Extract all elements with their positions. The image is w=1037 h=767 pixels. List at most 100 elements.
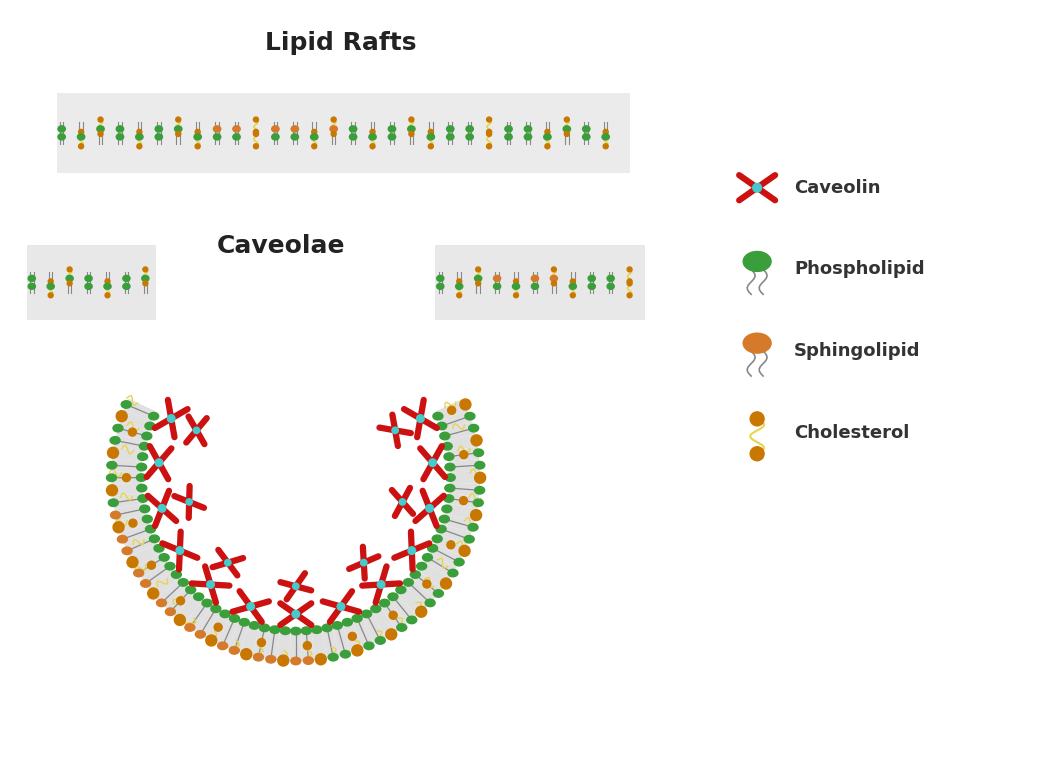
Ellipse shape	[369, 133, 376, 140]
Ellipse shape	[442, 443, 452, 450]
Ellipse shape	[122, 275, 130, 281]
Circle shape	[143, 281, 148, 286]
Ellipse shape	[447, 133, 454, 140]
Circle shape	[513, 279, 518, 284]
Polygon shape	[185, 600, 212, 631]
Polygon shape	[436, 399, 468, 421]
Ellipse shape	[304, 657, 313, 664]
Circle shape	[67, 281, 73, 286]
Polygon shape	[444, 422, 475, 441]
Circle shape	[292, 583, 299, 590]
Ellipse shape	[445, 463, 455, 471]
Circle shape	[386, 629, 397, 640]
Polygon shape	[448, 446, 479, 462]
Ellipse shape	[588, 275, 595, 281]
Circle shape	[159, 505, 166, 512]
Ellipse shape	[113, 424, 123, 432]
Circle shape	[176, 547, 184, 555]
Ellipse shape	[551, 275, 558, 281]
Ellipse shape	[108, 499, 118, 506]
Bar	[57, 93, 629, 173]
Ellipse shape	[259, 624, 270, 632]
Circle shape	[113, 522, 124, 533]
Circle shape	[107, 485, 117, 495]
Polygon shape	[397, 586, 426, 616]
Circle shape	[143, 267, 148, 272]
Ellipse shape	[375, 637, 386, 644]
Polygon shape	[252, 627, 270, 658]
Circle shape	[331, 131, 336, 137]
Circle shape	[476, 267, 480, 272]
Ellipse shape	[437, 423, 447, 430]
Circle shape	[225, 559, 231, 566]
Circle shape	[750, 446, 764, 461]
Polygon shape	[195, 606, 221, 637]
Ellipse shape	[312, 626, 321, 634]
Ellipse shape	[165, 608, 175, 615]
Ellipse shape	[437, 275, 444, 281]
Text: Caveolin: Caveolin	[794, 179, 880, 196]
Polygon shape	[301, 630, 314, 661]
Circle shape	[627, 281, 632, 286]
Ellipse shape	[249, 622, 259, 629]
Ellipse shape	[137, 484, 147, 492]
Ellipse shape	[607, 275, 614, 281]
Ellipse shape	[178, 578, 189, 586]
Circle shape	[604, 143, 608, 149]
Polygon shape	[175, 594, 203, 624]
Circle shape	[174, 614, 186, 625]
Ellipse shape	[140, 505, 149, 512]
Ellipse shape	[155, 545, 164, 552]
Ellipse shape	[475, 462, 484, 469]
Ellipse shape	[444, 495, 453, 502]
Polygon shape	[149, 571, 179, 598]
Circle shape	[257, 639, 265, 647]
Circle shape	[456, 293, 461, 298]
Ellipse shape	[505, 126, 512, 132]
Circle shape	[175, 117, 180, 122]
Circle shape	[544, 143, 550, 149]
Circle shape	[156, 459, 163, 466]
Ellipse shape	[214, 133, 221, 140]
Ellipse shape	[445, 474, 455, 482]
Circle shape	[312, 130, 316, 134]
Circle shape	[195, 143, 200, 149]
Ellipse shape	[111, 512, 120, 518]
Ellipse shape	[353, 614, 362, 622]
Circle shape	[195, 130, 200, 134]
Circle shape	[331, 117, 336, 122]
Circle shape	[129, 428, 137, 436]
Circle shape	[67, 267, 73, 272]
Text: Sphingolipid: Sphingolipid	[794, 342, 921, 360]
Polygon shape	[381, 600, 407, 631]
Ellipse shape	[142, 275, 149, 281]
Circle shape	[441, 578, 451, 589]
Circle shape	[627, 279, 632, 284]
Ellipse shape	[349, 126, 357, 132]
Polygon shape	[440, 524, 471, 545]
Ellipse shape	[104, 283, 111, 289]
Ellipse shape	[388, 126, 396, 132]
Circle shape	[105, 293, 110, 298]
Ellipse shape	[233, 133, 241, 140]
Circle shape	[205, 635, 217, 646]
Ellipse shape	[116, 126, 123, 132]
Circle shape	[108, 447, 118, 458]
Polygon shape	[119, 410, 151, 431]
Bar	[27, 245, 157, 321]
Ellipse shape	[437, 525, 446, 533]
Text: Caveolae: Caveolae	[217, 233, 345, 258]
Ellipse shape	[340, 650, 351, 658]
Ellipse shape	[270, 626, 280, 634]
Polygon shape	[228, 621, 249, 653]
Ellipse shape	[408, 126, 415, 132]
Polygon shape	[449, 459, 480, 472]
Ellipse shape	[583, 133, 590, 140]
Ellipse shape	[442, 505, 452, 512]
Ellipse shape	[145, 423, 155, 430]
Circle shape	[552, 281, 556, 286]
Circle shape	[486, 131, 492, 137]
Circle shape	[127, 557, 138, 568]
Circle shape	[186, 499, 192, 505]
Circle shape	[459, 545, 470, 556]
